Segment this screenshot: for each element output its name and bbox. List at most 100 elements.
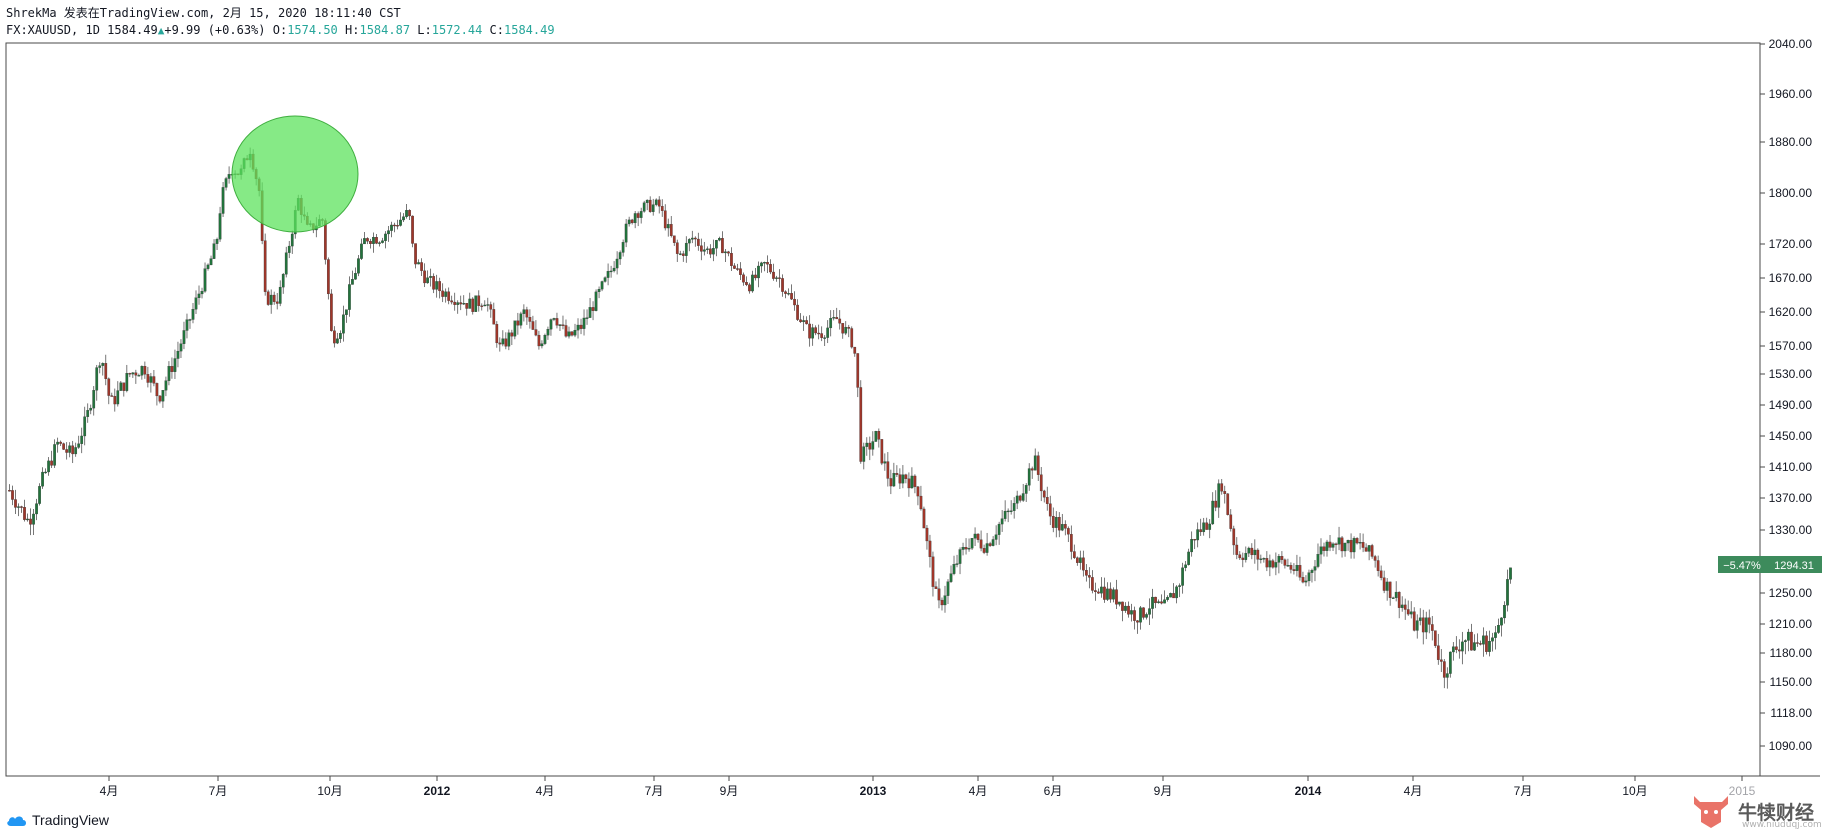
candle-up <box>164 380 168 391</box>
candle-up <box>224 178 228 188</box>
candle-up <box>281 274 285 288</box>
candle-down <box>62 443 66 450</box>
candle-up <box>1464 640 1467 643</box>
candle-up <box>666 224 670 229</box>
candle-down <box>841 323 845 334</box>
x-tick-label: 10月 <box>317 784 342 798</box>
candle-up <box>624 223 628 243</box>
candle-up <box>474 295 478 312</box>
candle-up <box>1078 557 1082 563</box>
candle-down <box>1075 557 1079 563</box>
candle-down <box>1103 586 1106 600</box>
candle-up <box>1024 485 1028 494</box>
candle-up <box>185 319 189 331</box>
candle-down <box>709 248 712 255</box>
last-price-marker: −5.47% 1294.31 <box>1718 556 1822 573</box>
x-tick-label: 2012 <box>424 784 451 798</box>
candle-up <box>1196 529 1200 541</box>
candle-up <box>760 262 763 267</box>
candle-up <box>1409 611 1413 615</box>
candle-up <box>678 253 682 255</box>
candle-up <box>1139 607 1142 623</box>
candle-down <box>1379 570 1383 578</box>
candle-down <box>480 305 484 307</box>
candle-up <box>278 286 282 304</box>
y-tick-label: 1370.00 <box>1769 491 1813 505</box>
candle-up <box>1274 562 1278 568</box>
open-value: 1574.50 <box>287 23 338 37</box>
candle-down <box>937 588 941 601</box>
y-tick-label: 1570.00 <box>1769 339 1813 353</box>
candle-down <box>1334 543 1338 545</box>
candle-up <box>684 242 688 256</box>
candle-up <box>44 471 47 474</box>
candle-up <box>973 533 977 539</box>
candle-down <box>1223 491 1227 494</box>
candle-up <box>384 233 387 241</box>
candle-down <box>1241 557 1245 560</box>
candle-down <box>1133 610 1136 621</box>
candle-up <box>1181 567 1184 586</box>
y-tick-label: 1530.00 <box>1769 367 1813 381</box>
candle-down <box>1051 515 1055 528</box>
candle-down <box>561 324 565 326</box>
candle-down <box>1361 542 1365 548</box>
candle-up <box>1021 493 1025 501</box>
candle-down <box>1373 556 1377 561</box>
candle-down <box>919 495 923 510</box>
candle-down <box>1018 495 1022 501</box>
candle-down <box>799 319 802 323</box>
candle-up <box>642 202 646 212</box>
watermark-text: 牛犊财经 <box>1738 801 1815 824</box>
low-value: 1572.44 <box>431 23 483 37</box>
candle-up <box>1325 541 1329 551</box>
candle-down <box>330 293 333 331</box>
candle-up <box>507 332 511 347</box>
candle-down <box>369 241 372 244</box>
candle-down <box>1220 483 1224 492</box>
tradingview-logo[interactable]: TradingView <box>6 812 109 828</box>
candle-down <box>889 478 893 487</box>
candle-up <box>1151 596 1154 609</box>
candle-up <box>26 518 29 521</box>
candle-up <box>17 506 20 508</box>
candle-down <box>669 224 673 236</box>
candle-up <box>339 333 342 339</box>
candle-down <box>880 439 884 464</box>
candle-down <box>65 449 69 453</box>
candle-down <box>465 303 469 309</box>
candle-up <box>1346 540 1350 544</box>
x-tick-label: 2013 <box>860 784 887 798</box>
candle-up <box>182 330 186 344</box>
candle-up <box>1178 585 1181 587</box>
candle-down <box>1476 642 1479 644</box>
candle-up <box>775 277 778 279</box>
candle-down <box>1271 560 1275 568</box>
candle-up <box>1367 545 1371 552</box>
candle-up <box>95 367 99 391</box>
candle-up <box>1509 567 1512 580</box>
candle-down <box>790 293 793 300</box>
candle-up <box>612 267 616 272</box>
price-axis[interactable]: 2040.00 1960.00 1880.00 1800.00 1720.00 1670.… <box>1760 37 1812 753</box>
candle-up <box>513 320 517 337</box>
highlight-ellipse <box>231 115 359 233</box>
candle-down <box>453 301 457 305</box>
candle-down <box>525 309 529 318</box>
candle-down <box>1470 631 1473 651</box>
candle-up <box>1482 635 1485 645</box>
candle-up <box>519 313 523 326</box>
candle-up <box>874 431 878 442</box>
candle-up <box>98 365 102 368</box>
candle-down <box>1063 524 1067 529</box>
candle-up <box>1391 597 1395 599</box>
candle-up <box>167 366 171 381</box>
candle-up <box>360 243 363 259</box>
time-axis[interactable]: 4月 7月 10月 2012 4月 7月 9月 2013 4月 6月 9月 2014 4月 7月 10月 20… <box>100 776 1756 798</box>
candle-up <box>949 573 953 582</box>
candle-down <box>1430 624 1434 631</box>
candle-up <box>952 564 956 574</box>
candle-up <box>197 293 201 298</box>
x-tick-label: 7月 <box>1514 784 1533 798</box>
